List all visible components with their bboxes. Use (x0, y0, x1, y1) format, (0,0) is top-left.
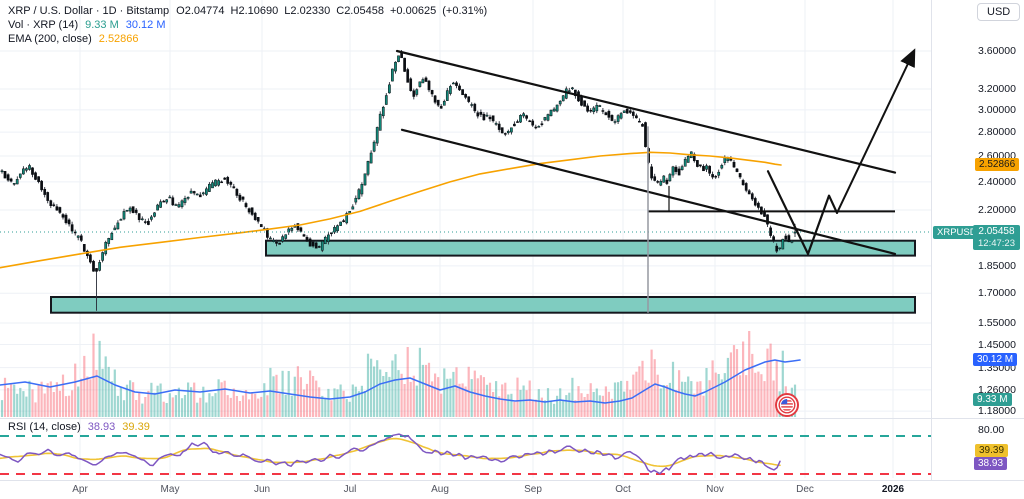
volume-current-value: 9.33 M (85, 19, 119, 31)
ema-legend-row[interactable]: EMA (200, close) 2.52866 (8, 32, 487, 46)
volume-legend-row[interactable]: Vol · XRP (14) 9.33 M 30.12 M (8, 18, 487, 32)
rsi-indicator-label: RSI (14, close) (8, 421, 81, 433)
time-axis-label: Sep (524, 484, 542, 495)
time-axis-label: Nov (706, 484, 724, 495)
symbol-legend: XRP / U.S. Dollar · 1D · Bitstamp O2.047… (8, 4, 487, 46)
rsi-upper-band-tick: 80.00 (978, 424, 1005, 436)
rsi-legend-row[interactable]: RSI (14, close) 38.93 39.39 (8, 421, 150, 433)
price-tick-label: 1.18000 (978, 405, 1016, 417)
symbol-title[interactable]: XRP / U.S. Dollar · 1D · Bitstamp (8, 5, 170, 17)
time-axis-label: Oct (615, 484, 631, 495)
time-axis-label: 2026 (881, 484, 905, 495)
price-tick-label: 3.00000 (978, 104, 1016, 116)
ohlc-values: O2.04774 H2.10690 L2.02330 C2.05458 +0.0… (176, 5, 488, 17)
price-tick-label: 1.85000 (978, 260, 1016, 272)
symbol-title-row[interactable]: XRP / U.S. Dollar · 1D · Bitstamp O2.047… (8, 4, 487, 18)
volume-ma-axis-label: 30.12 M (973, 353, 1018, 366)
time-axis[interactable]: Apr May Jun Jul Aug Sep Oct Nov Dec 2026 (0, 481, 1024, 499)
bar-close-countdown: 12:47:23 (978, 238, 1015, 249)
price-tick-label: 2.20000 (978, 204, 1016, 216)
currency-toggle-button[interactable]: USD (977, 3, 1021, 21)
price-tick-label: 1.45000 (978, 339, 1016, 351)
price-tick-label: 3.60000 (978, 45, 1016, 57)
calendar-event-flag-icon[interactable] (775, 393, 799, 417)
ema-indicator-label: EMA (200, close) (8, 33, 92, 45)
volume-ma-value: 30.12 M (125, 19, 166, 31)
price-tick-label: 2.40000 (978, 176, 1016, 188)
ema-axis-label: 2.52866 (975, 158, 1020, 171)
time-axis-label: Jun (253, 484, 271, 495)
price-tick-label: 1.55000 (978, 317, 1016, 329)
rsi-ma-axis-label: 39.39 (975, 444, 1009, 457)
last-price-value: 2.05458 (978, 226, 1015, 237)
rsi-current-value: 38.93 (87, 421, 116, 433)
time-axis-label: Jul (343, 484, 357, 495)
time-axis-label: Apr (72, 484, 88, 495)
rsi-axis-label: 38.93 (974, 457, 1008, 470)
ema-current-value: 2.52866 (98, 33, 139, 45)
time-axis-label: Aug (431, 484, 449, 495)
rsi-ma-value: 39.39 (122, 421, 150, 433)
symbol-price-flag: XRPUSD (933, 226, 981, 239)
price-tick-label: 1.70000 (978, 287, 1016, 299)
volume-axis-label: 9.33 M (973, 393, 1012, 406)
last-price-axis-label: 2.05458 12:47:23 (973, 225, 1020, 250)
time-axis-label: Dec (796, 484, 814, 495)
price-tick-label: 2.80000 (978, 126, 1016, 138)
volume-indicator-label: Vol · XRP (14) (8, 19, 79, 31)
time-axis-label: May (160, 484, 180, 495)
price-axis[interactable]: 3.60000 3.20000 3.00000 2.80000 2.60000 2.400… (931, 0, 1024, 480)
price-tick-label: 3.20000 (978, 83, 1016, 95)
